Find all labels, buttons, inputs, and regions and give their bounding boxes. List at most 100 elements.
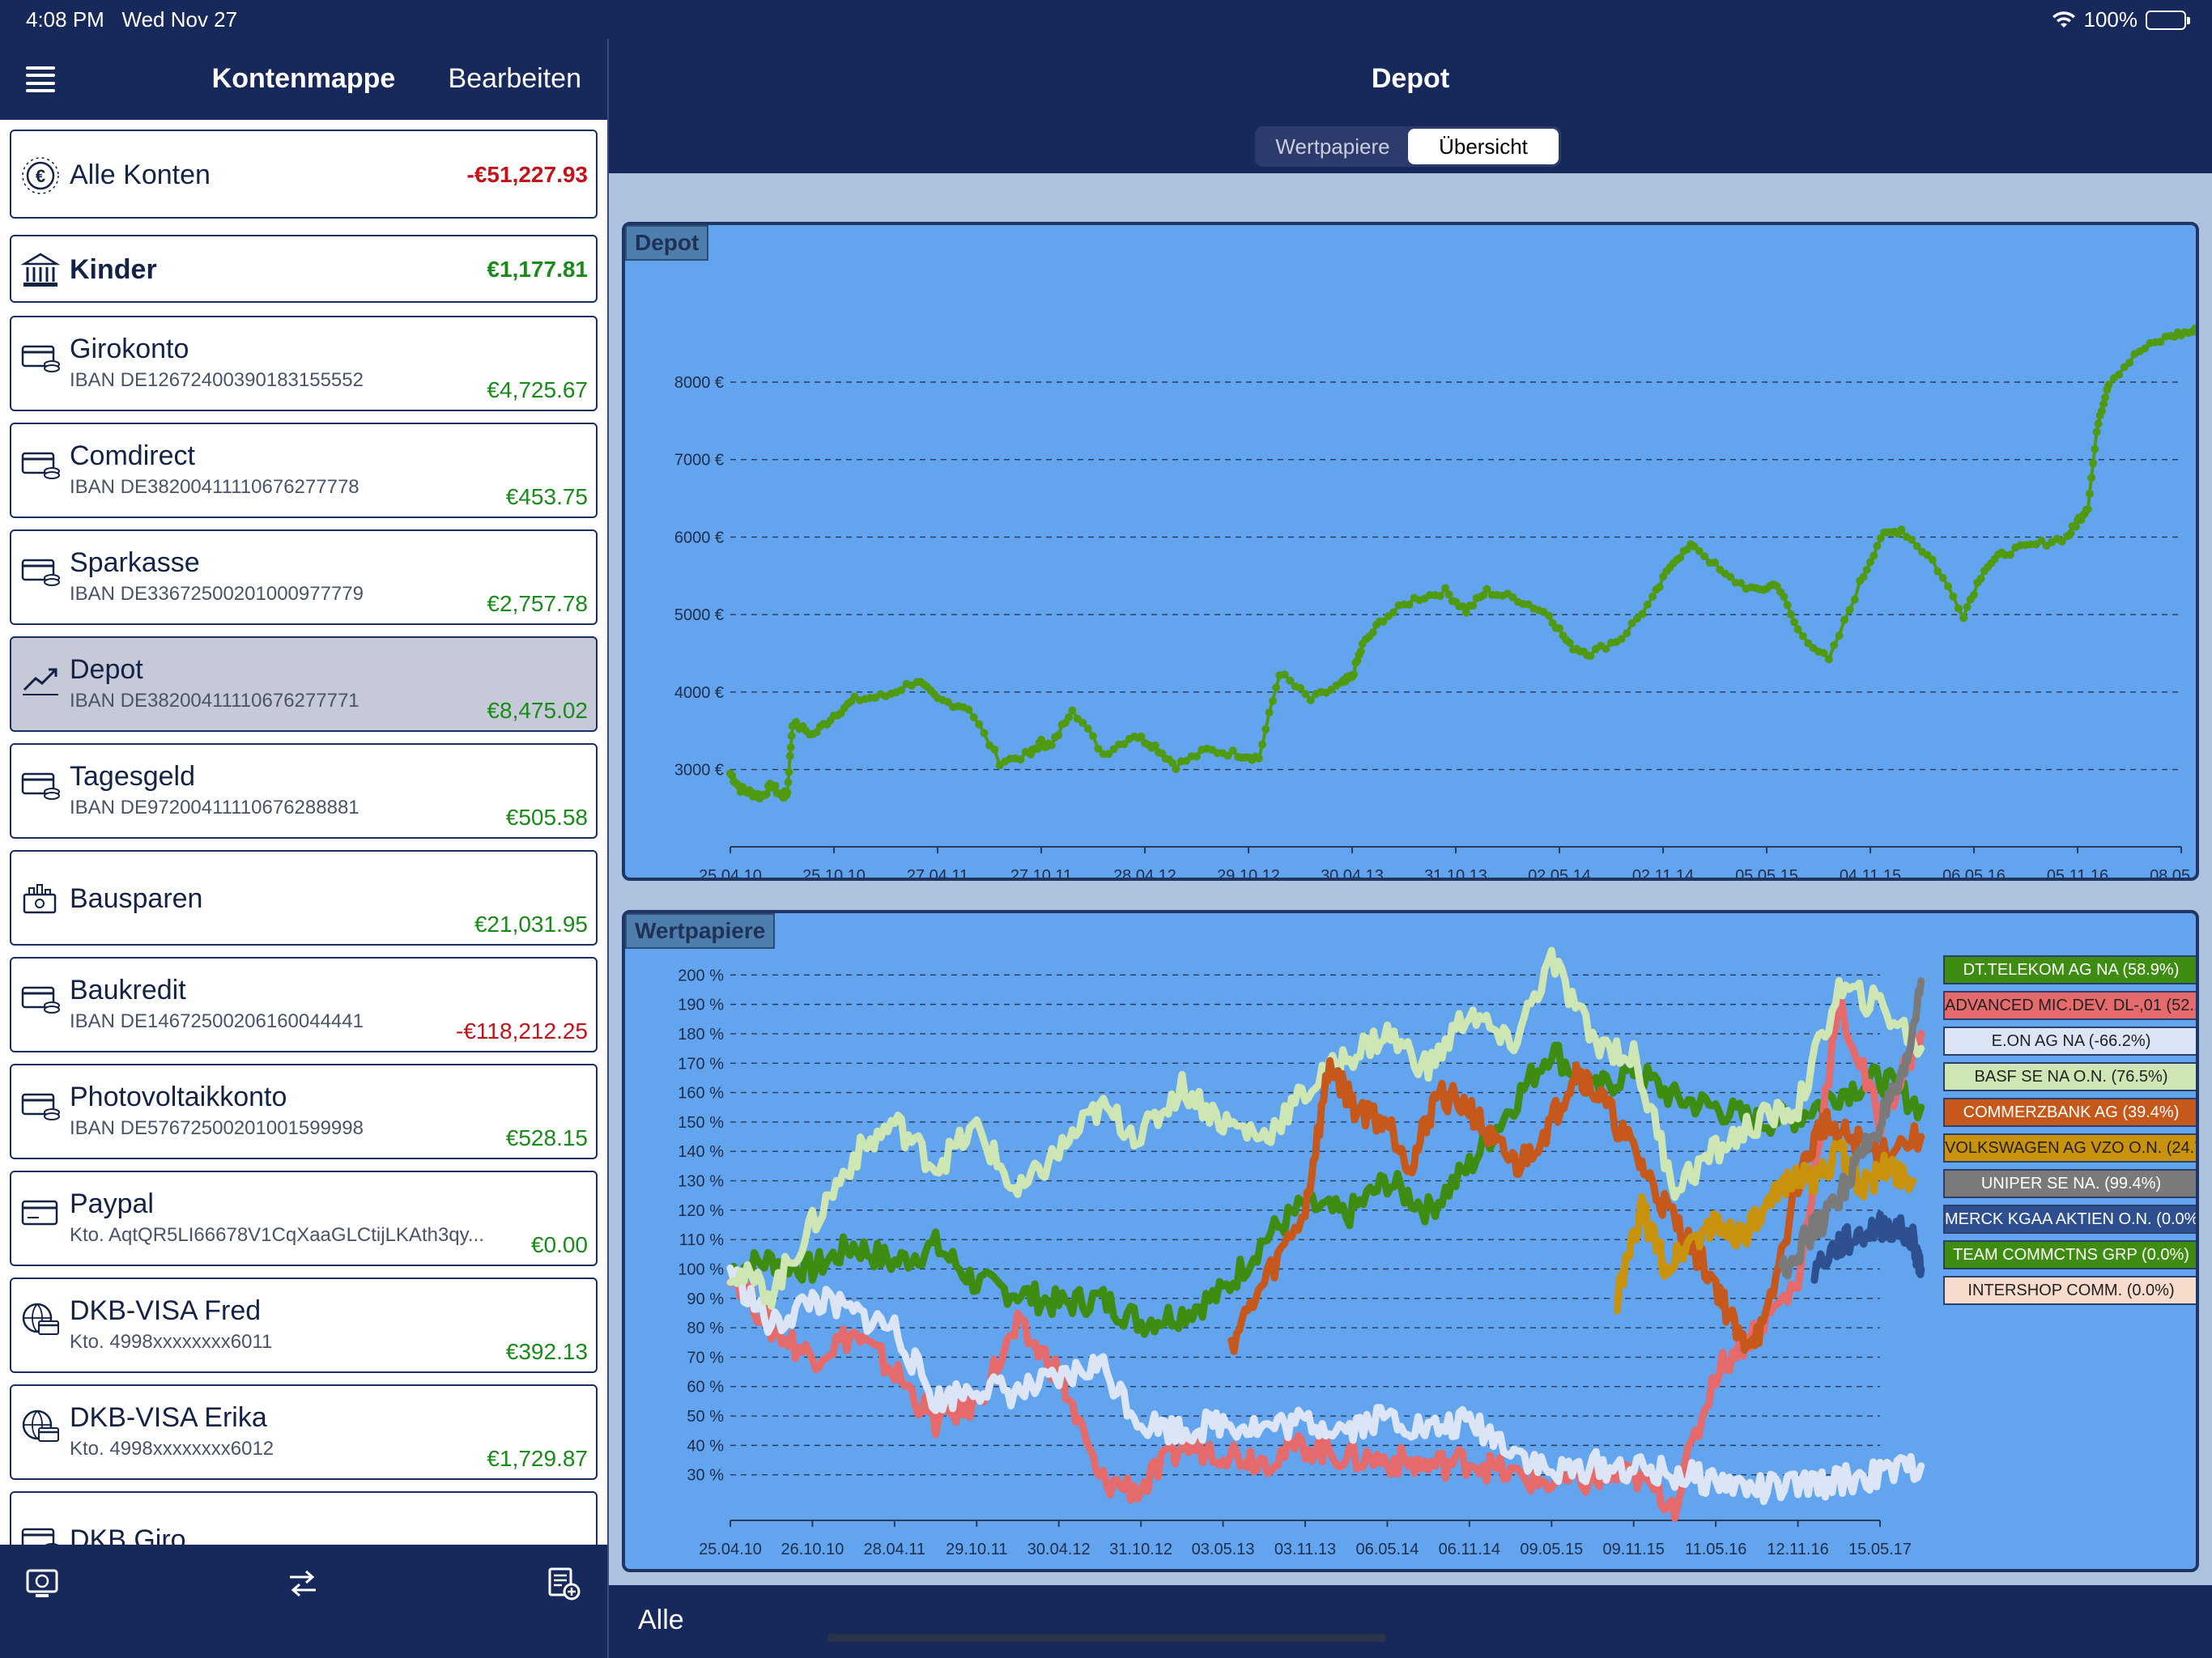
data-point	[1719, 1472, 1726, 1479]
data-point	[1425, 1114, 1432, 1121]
data-point	[1336, 1206, 1343, 1214]
data-point	[1308, 1457, 1316, 1465]
data-point	[1185, 1449, 1193, 1456]
legend-item[interactable]: MERCK KGAA AKTIEN O.N. (0.0%)	[1943, 1205, 2196, 1234]
data-point	[1227, 1453, 1233, 1460]
account-row[interactable]: Comdirect IBAN DE38200411110676277778 €453…	[10, 423, 598, 518]
data-point	[1035, 1383, 1042, 1390]
status-bar: 4:08 PM Wed Nov 27 100%	[0, 0, 2212, 39]
data-point	[1836, 1231, 1843, 1238]
data-point	[1076, 1286, 1083, 1293]
view-segmented-control[interactable]: Wertpapiere Übersicht	[1255, 126, 1561, 167]
data-point	[1638, 1193, 1645, 1201]
data-point	[898, 1249, 905, 1256]
data-point	[829, 1350, 836, 1358]
account-row[interactable]: Girokonto IBAN DE12672400390183155552 €4,7…	[10, 316, 598, 411]
data-point	[1819, 1256, 1826, 1263]
filter-label[interactable]: Alle	[638, 1605, 684, 1635]
data-point	[785, 767, 793, 776]
legend-item[interactable]: UNIPER SE NA. (99.4%)	[1943, 1169, 2196, 1198]
account-row[interactable]: Depot IBAN DE38200411110676277771 €8,475.0…	[10, 636, 598, 732]
menu-icon[interactable]	[26, 66, 55, 92]
data-point	[1616, 1084, 1623, 1091]
data-point	[1465, 1112, 1473, 1120]
edit-button[interactable]: Bearbeiten	[448, 63, 581, 94]
data-point	[1849, 983, 1857, 990]
data-point	[843, 1171, 850, 1178]
data-point	[993, 1377, 1001, 1384]
data-point	[1644, 1107, 1651, 1113]
legend-item[interactable]: COMMERZBANK AG (39.4%)	[1943, 1098, 2196, 1127]
tab-uebersicht[interactable]: Übersicht	[1408, 129, 1559, 164]
data-point	[1096, 1473, 1104, 1480]
data-point	[1370, 1189, 1377, 1196]
legend-item[interactable]: DT.TELEKOM AG NA (58.9%)	[1943, 955, 2196, 984]
account-row[interactable]: € Alle Konten -€51,227.93	[10, 130, 598, 219]
data-point	[783, 788, 792, 797]
tab-wertpapiere[interactable]: Wertpapiere	[1275, 134, 1390, 159]
data-point	[1637, 1472, 1644, 1479]
data-point	[1130, 1482, 1138, 1490]
data-point	[1705, 1158, 1712, 1165]
data-point	[1897, 1183, 1904, 1190]
data-point	[1596, 1473, 1603, 1480]
data-point	[761, 1299, 768, 1306]
account-row[interactable]: Kinder €1,177.81	[10, 235, 598, 303]
data-point	[891, 1314, 898, 1321]
data-point	[1651, 1184, 1658, 1192]
legend-item[interactable]: ADVANCED MIC.DEV. DL-,01 (52...	[1943, 991, 2196, 1020]
account-row[interactable]: Bausparen €21,031.95	[10, 850, 598, 946]
legend-item[interactable]: INTERSHOP COMM. (0.0%)	[1943, 1276, 2196, 1305]
accounts-list[interactable]: € Alle Konten -€51,227.93 Kinder €1,177.81 Gi…	[0, 120, 607, 1545]
account-row[interactable]: Tagesgeld IBAN DE97200411110676288881 €505…	[10, 743, 598, 839]
legend-item[interactable]: TEAM COMMCTNS GRP (0.0%)	[1943, 1240, 2196, 1269]
transfer-icon[interactable]	[285, 1566, 321, 1601]
account-number: IBAN DE57672500201001599998	[70, 1117, 364, 1139]
data-point	[1281, 1419, 1288, 1426]
data-point	[1054, 731, 1063, 740]
account-number: IBAN DE38200411110676277778	[70, 476, 359, 498]
data-point	[1753, 1324, 1760, 1330]
data-point	[1158, 1322, 1165, 1329]
data-point	[1885, 1218, 1892, 1225]
data-point	[1390, 1183, 1397, 1190]
x-tick-label: 25.04.10	[699, 867, 762, 878]
data-point	[1849, 1488, 1857, 1495]
data-point	[1288, 1095, 1295, 1102]
data-point	[1062, 1142, 1070, 1150]
data-point	[1802, 1175, 1810, 1183]
data-point	[1585, 1072, 1592, 1079]
legend-item[interactable]: E.ON AG NA (-66.2%)	[1943, 1027, 2196, 1056]
data-point	[1178, 1445, 1185, 1452]
account-row[interactable]: Baukredit IBAN DE14672500206160044441 -€11…	[10, 957, 598, 1052]
account-number: Kto. AqtQR5LI66678V1CqXaaGLCtijLKAth3qy.…	[70, 1224, 484, 1246]
sync-screen-icon[interactable]	[24, 1566, 60, 1601]
x-tick-label: 27.04.11	[907, 867, 968, 878]
data-point	[1240, 1423, 1247, 1431]
account-name: Kinder	[70, 254, 157, 285]
data-point	[870, 1146, 878, 1153]
data-point	[1185, 1435, 1193, 1443]
data-point	[2083, 505, 2092, 513]
account-balance: €392.13	[505, 1339, 588, 1364]
data-point	[740, 1278, 747, 1285]
legend-item[interactable]: BASF SE NA O.N. (76.5%)	[1943, 1062, 2196, 1091]
data-point	[952, 1142, 959, 1150]
account-row[interactable]: DKB Giro	[10, 1491, 598, 1545]
data-point	[1288, 1440, 1295, 1448]
account-row[interactable]: DKB-VISA Erika Kto. 4998xxxxxxxx6012 €1,72…	[10, 1384, 598, 1480]
data-point	[1881, 1098, 1888, 1105]
account-row[interactable]: DKB-VISA Fred Kto. 4998xxxxxxxx6011 €392.1…	[10, 1278, 598, 1373]
account-row[interactable]: Photovoltaikkonto IBAN DE5767250020100159…	[10, 1064, 598, 1159]
account-row[interactable]: Paypal Kto. AqtQR5LI66678V1CqXaaGLCtijLKA…	[10, 1171, 598, 1266]
data-point	[1532, 1150, 1538, 1157]
depot-chart-svg: 3000 € 4000 € 5000 € 6000 € 7000 € 8000 € 25.0…	[674, 324, 2196, 878]
data-point	[1459, 1027, 1466, 1034]
data-point	[1329, 1207, 1336, 1214]
account-row[interactable]: Sparkasse IBAN DE33672500201000977779 €2,7…	[10, 529, 598, 625]
new-entry-icon[interactable]	[546, 1566, 581, 1601]
data-point	[1315, 1432, 1322, 1439]
data-point	[1679, 1256, 1687, 1263]
legend-item[interactable]: VOLKSWAGEN AG VZO O.N. (24.7%)	[1943, 1133, 2196, 1163]
data-point	[1389, 608, 1398, 617]
